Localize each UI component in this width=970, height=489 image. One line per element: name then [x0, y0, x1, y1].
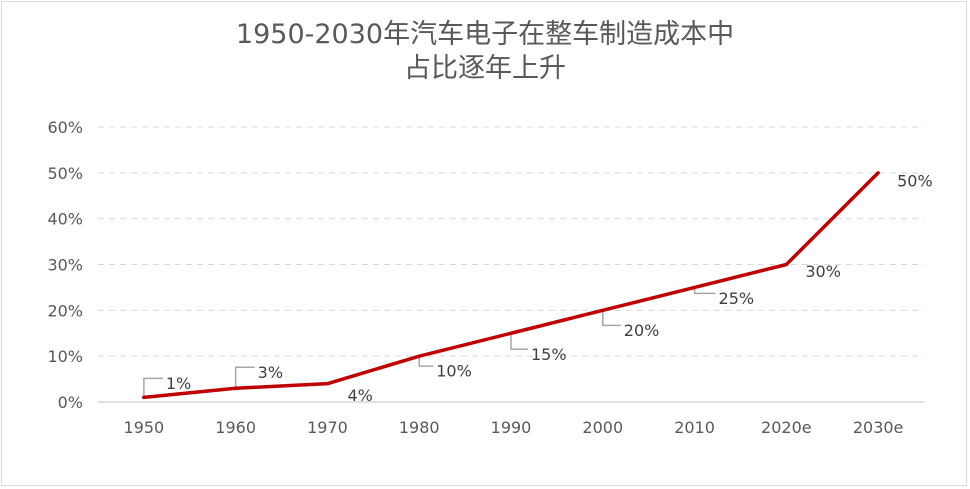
data-label: 50%: [897, 171, 933, 190]
y-tick-label: 20%: [47, 301, 83, 320]
x-tick-label: 1980: [399, 418, 440, 437]
y-tick-label: 50%: [47, 164, 83, 183]
x-tick-label: 2000: [582, 418, 623, 437]
x-tick-label: 2010: [674, 418, 715, 437]
leader-line: [143, 377, 163, 398]
data-label: 3%: [258, 363, 283, 382]
series-line: [142, 171, 880, 400]
x-axis-ticks: 1950 1960 1970 1980 1990 2000 2010 2020e 2030e: [124, 418, 904, 437]
chart-title-line1: 1950-2030年汽车电子在整车制造成本中: [235, 19, 735, 50]
data-label: 25%: [719, 289, 755, 308]
data-label: 1%: [166, 374, 191, 393]
data-label: 15%: [531, 345, 567, 364]
data-labels: 1% 3% 4% 10% 15% 20% 25% 30% 50%: [166, 171, 933, 405]
x-tick-label: 2020e: [761, 418, 812, 437]
data-label: 30%: [805, 262, 841, 281]
data-label: 4%: [347, 386, 372, 405]
y-tick-label: 10%: [47, 347, 83, 366]
y-tick-label: 40%: [47, 210, 83, 229]
x-tick-label: 1970: [307, 418, 348, 437]
data-label: 20%: [624, 321, 660, 340]
x-tick-label: 1990: [491, 418, 532, 437]
leader-line: [234, 366, 255, 389]
x-tick-label: 1950: [124, 418, 165, 437]
y-tick-label: 0%: [58, 393, 83, 412]
chart-title-line2: 占比逐年上升: [404, 53, 566, 84]
y-axis-ticks: 0% 10% 20% 30% 40% 50% 60%: [47, 118, 83, 412]
gridlines: [98, 126, 924, 403]
label-leader-lines: [143, 287, 716, 398]
x-tick-label: 1960: [215, 418, 256, 437]
leader-line: [602, 310, 621, 327]
y-tick-label: 30%: [47, 256, 83, 275]
x-tick-label: 2030e: [853, 418, 904, 437]
leader-line: [418, 356, 434, 367]
chart-title: 1950-2030年汽车电子在整车制造成本中 占比逐年上升: [0, 18, 970, 86]
series-line-group: [142, 171, 880, 400]
y-tick-label: 60%: [47, 118, 83, 137]
leader-line: [693, 287, 716, 295]
data-label: 10%: [436, 362, 472, 381]
leader-line: [510, 333, 528, 350]
